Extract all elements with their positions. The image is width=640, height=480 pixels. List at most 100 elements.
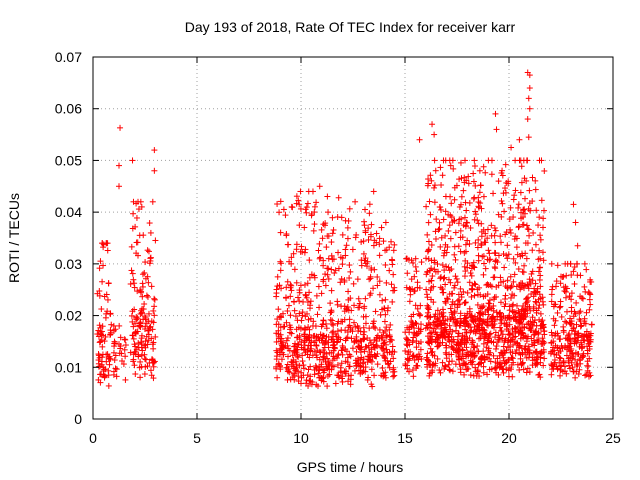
- data-point: [484, 316, 491, 323]
- data-point: [457, 159, 464, 166]
- data-point: [482, 239, 489, 246]
- data-point: [311, 371, 318, 378]
- data-point: [493, 126, 500, 133]
- data-point: [480, 163, 487, 170]
- data-point: [462, 223, 469, 230]
- data-point: [334, 352, 341, 359]
- data-point: [425, 333, 432, 340]
- data-point: [507, 343, 514, 350]
- data-point: [307, 342, 314, 349]
- data-point: [152, 333, 159, 340]
- data-point: [387, 336, 394, 343]
- data-point: [412, 319, 419, 326]
- data-point: [306, 289, 313, 296]
- data-point: [483, 344, 490, 351]
- data-point: [320, 257, 327, 264]
- data-point: [143, 292, 150, 299]
- data-point: [348, 335, 355, 342]
- data-point: [526, 85, 533, 92]
- data-point: [566, 359, 573, 366]
- data-point: [525, 320, 532, 327]
- data-point: [280, 206, 287, 213]
- data-point: [576, 316, 583, 323]
- data-point: [424, 309, 431, 316]
- data-point: [489, 313, 496, 320]
- data-point: [529, 314, 536, 321]
- data-point: [445, 336, 452, 343]
- data-point: [328, 266, 335, 273]
- data-point: [284, 241, 291, 248]
- data-point: [417, 328, 424, 335]
- data-point: [303, 209, 310, 216]
- data-point: [304, 298, 311, 305]
- data-point: [488, 314, 495, 321]
- data-point: [278, 356, 285, 363]
- data-point: [138, 339, 145, 346]
- data-point: [378, 333, 385, 340]
- data-point: [130, 358, 137, 365]
- data-point: [537, 295, 544, 302]
- data-point: [501, 360, 508, 367]
- x-axis-label: GPS time / hours: [297, 459, 404, 475]
- data-point: [144, 341, 151, 348]
- data-point: [406, 298, 413, 305]
- data-point: [275, 361, 282, 368]
- data-point: [145, 331, 152, 338]
- data-point: [372, 325, 379, 332]
- data-point: [578, 339, 585, 346]
- data-point: [458, 193, 465, 200]
- data-point: [362, 295, 369, 302]
- data-point: [586, 343, 593, 350]
- data-point: [583, 266, 590, 273]
- data-point: [456, 322, 463, 329]
- data-point: [492, 359, 499, 366]
- data-point: [296, 310, 303, 317]
- data-point: [142, 316, 149, 323]
- data-point: [442, 232, 449, 239]
- data-point: [490, 296, 497, 303]
- data-point: [299, 309, 306, 316]
- data-point: [432, 167, 439, 174]
- data-point: [277, 258, 284, 265]
- data-point: [461, 249, 468, 256]
- data-point: [560, 284, 567, 291]
- data-point: [367, 233, 374, 240]
- data-point: [331, 344, 338, 351]
- data-point: [570, 325, 577, 332]
- data-point: [579, 333, 586, 340]
- data-point: [141, 371, 148, 378]
- data-point: [389, 298, 396, 305]
- data-point: [470, 195, 477, 202]
- data-point: [478, 359, 485, 366]
- data-point: [434, 307, 441, 314]
- data-point: [427, 345, 434, 352]
- data-point: [139, 283, 146, 290]
- data-point: [105, 280, 112, 287]
- data-point: [303, 380, 310, 387]
- data-point: [148, 372, 155, 379]
- data-point: [383, 279, 390, 286]
- data-point: [485, 335, 492, 342]
- data-point: [458, 175, 465, 182]
- data-point: [485, 322, 492, 329]
- data-point: [116, 350, 123, 357]
- data-point: [499, 172, 506, 179]
- data-point: [344, 359, 351, 366]
- data-point: [367, 353, 374, 360]
- data-point: [403, 284, 410, 291]
- data-point: [149, 198, 156, 205]
- data-point: [408, 318, 415, 325]
- data-point: [352, 234, 359, 241]
- data-point: [446, 322, 453, 329]
- data-point: [482, 169, 489, 176]
- data-point: [557, 336, 564, 343]
- data-point: [291, 298, 298, 305]
- data-point: [116, 183, 122, 190]
- data-point: [141, 355, 148, 362]
- data-point: [111, 340, 118, 347]
- data-point: [131, 362, 138, 369]
- data-point: [500, 312, 507, 319]
- data-point: [582, 320, 589, 327]
- data-point: [465, 321, 472, 328]
- data-point: [347, 324, 354, 331]
